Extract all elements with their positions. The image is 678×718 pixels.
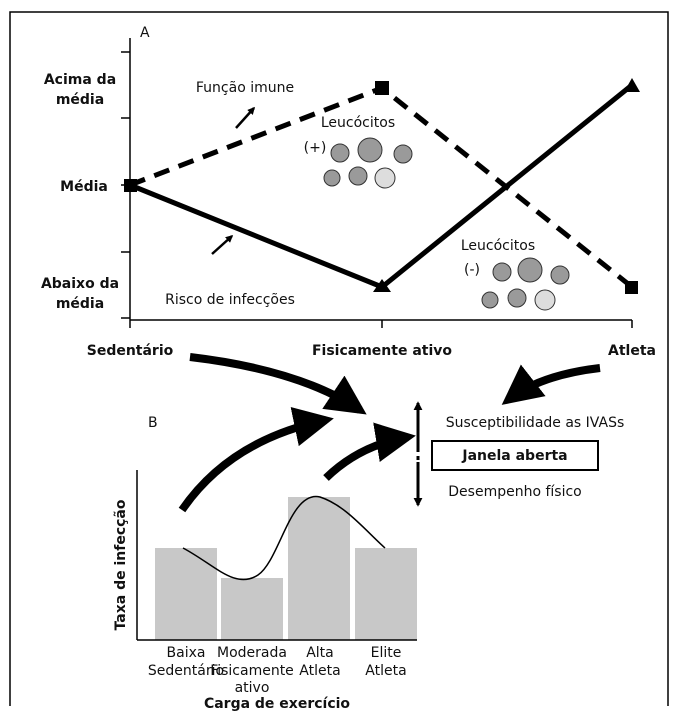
window: Susceptibilidade as IVASs Janela aberta … xyxy=(418,403,624,505)
category: Alta xyxy=(306,645,334,661)
annotation: Desempenho físico xyxy=(448,484,581,500)
category: Atleta xyxy=(299,663,340,679)
x-label: Sedentário xyxy=(87,343,174,359)
panel-label: B xyxy=(148,415,158,431)
x-label: Fisicamente ativo xyxy=(312,343,452,359)
y-label: Acima da xyxy=(44,72,116,88)
figure: A Acima da média Média Abaixo da média S… xyxy=(0,0,678,714)
y-label: média xyxy=(56,296,104,312)
cells xyxy=(482,258,569,310)
panel-a: A Acima da média Média Abaixo da média S… xyxy=(41,25,656,359)
category: Baixa xyxy=(167,645,206,661)
annotation: (+) xyxy=(304,140,327,156)
y-label: Média xyxy=(60,179,108,195)
panel-b: B Taxa de infecção Baixa Sedentário Mode… xyxy=(113,415,417,712)
x-label: Atleta xyxy=(608,343,656,359)
pointer xyxy=(212,236,232,254)
marker xyxy=(625,281,638,294)
annotation: Risco de infecções xyxy=(165,292,295,308)
annotation: (-) xyxy=(464,262,480,278)
pointer xyxy=(236,108,254,128)
annotation: Leucócitos xyxy=(321,115,395,131)
box-label: Janela aberta xyxy=(461,448,567,464)
page: {"panel_a": {"label": "A", "y_labels": [… xyxy=(0,0,678,718)
curve xyxy=(183,497,385,580)
category: Moderada xyxy=(217,645,287,661)
annotation: Leucócitos xyxy=(461,238,535,254)
y-label: Abaixo da xyxy=(41,276,119,292)
panel-label: A xyxy=(140,25,150,41)
y-title: Taxa de infecção xyxy=(113,499,129,630)
annotation: Susceptibilidade as IVASs xyxy=(446,415,625,431)
marker xyxy=(375,81,389,95)
cells xyxy=(324,138,412,188)
bars xyxy=(155,497,417,640)
category: Atleta xyxy=(365,663,406,679)
category: Elite xyxy=(371,645,402,661)
x-title: Carga de exercício xyxy=(204,696,350,712)
category: Fisicamente xyxy=(210,663,294,679)
y-label: média xyxy=(56,92,104,108)
category: ativo xyxy=(235,680,270,696)
annotation: Função imune xyxy=(196,80,294,96)
